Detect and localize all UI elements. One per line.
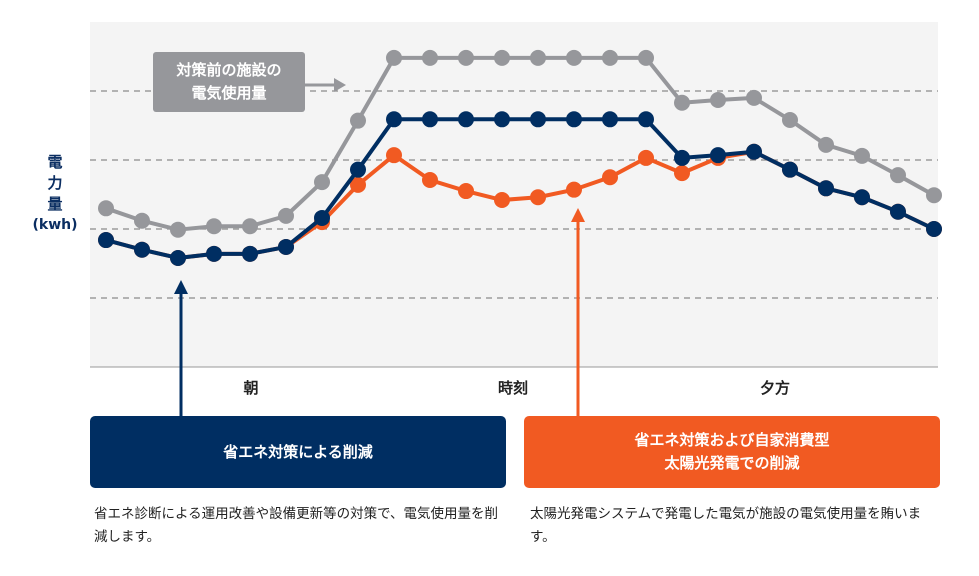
series-before-point	[746, 89, 762, 106]
series-energy-saving-point	[350, 161, 366, 178]
series-energy-saving-point	[566, 111, 582, 128]
series-before-point	[566, 49, 582, 66]
series-before-point	[242, 218, 258, 235]
solar-title-line: 省エネ対策および自家消費型	[634, 431, 830, 449]
series-energy-saving-point	[458, 111, 474, 128]
series-before-point	[710, 91, 726, 108]
series-before-point	[314, 174, 330, 191]
solar-box: 省エネ対策および自家消費型 太陽光発電での削減	[524, 416, 940, 488]
series-energy-saving-point	[206, 245, 222, 262]
gridlines	[90, 90, 938, 299]
series-before-point	[494, 49, 510, 66]
callout-arrow	[305, 78, 346, 92]
series-energy-saving-point	[386, 111, 402, 128]
y-label-char: 力	[47, 174, 63, 192]
y-axis-label: 電 力 量 (kwh)	[30, 152, 80, 236]
series-before-point	[890, 167, 906, 184]
series-before-point	[674, 94, 690, 111]
series-solar-point	[386, 147, 402, 164]
orange-up-arrow	[571, 208, 585, 416]
callout-line: 対策前の施設の	[176, 61, 282, 79]
series-energy-saving-point	[134, 241, 150, 258]
series-before-point	[134, 212, 150, 229]
series-solar-point	[458, 183, 474, 200]
series-before-point	[530, 49, 546, 66]
series-before-point	[602, 49, 618, 66]
solar-description: 太陽光発電システムで発電した電気が施設の電気使用量を賄います。	[530, 506, 922, 545]
series-before-point	[206, 218, 222, 235]
series-solar-point	[422, 172, 438, 189]
series-energy-saving-point	[890, 203, 906, 220]
energy-saving-title: 省エネ対策による削減	[223, 442, 373, 461]
series-solar-point	[602, 169, 618, 186]
series-energy-saving-point	[422, 111, 438, 128]
series-energy-saving-point	[242, 245, 258, 262]
series-solar-point	[350, 176, 366, 193]
series-energy-saving-point	[782, 161, 798, 178]
series-group	[98, 49, 942, 266]
navy-up-arrow	[174, 280, 188, 416]
callout-line: 電気使用量	[191, 84, 267, 102]
energy-saving-description: 省エネ診断による運用改善や設備更新等の対策で、電気使用量を削減します。	[94, 506, 499, 545]
series-solar-point	[638, 149, 654, 166]
y-label-char: 量	[47, 195, 63, 213]
series-before-point	[422, 49, 438, 66]
series-before-point	[926, 187, 942, 204]
series-before-point	[350, 112, 366, 129]
series-before-point	[170, 221, 186, 238]
series-before-point	[818, 136, 834, 153]
series-energy-saving-point	[98, 232, 114, 249]
x-category-time: 時刻	[497, 379, 529, 397]
series-energy-saving-point	[170, 249, 186, 266]
series-before-point	[386, 49, 402, 66]
series-before	[98, 49, 942, 238]
series-energy-saving-point	[494, 111, 510, 128]
series-energy-saving-point	[710, 147, 726, 164]
series-before-point	[278, 207, 294, 224]
x-category-morning: 朝	[243, 379, 259, 397]
series-energy-saving-point	[530, 111, 546, 128]
series-solar-point	[674, 165, 690, 182]
series-energy-saving-point	[926, 221, 942, 237]
series-energy-saving-point	[638, 111, 654, 128]
series-solar-point	[566, 181, 582, 198]
series-solar-point	[494, 192, 510, 209]
series-before-point	[98, 200, 114, 217]
y-label-char: 電	[47, 153, 63, 171]
series-before-point	[638, 49, 654, 66]
series-energy-saving	[98, 111, 942, 266]
series-before-point	[854, 147, 870, 164]
solar-title-line: 太陽光発電での削減	[664, 454, 800, 472]
series-before-point	[782, 111, 798, 128]
series-energy-saving-point	[746, 143, 762, 160]
series-energy-saving-point	[674, 149, 690, 166]
x-category-evening: 夕方	[759, 379, 791, 397]
series-solar-point	[530, 189, 546, 206]
series-before-point	[458, 49, 474, 66]
series-energy-saving-point	[818, 180, 834, 197]
y-label-unit: (kwh)	[32, 217, 78, 233]
energy-saving-box: 省エネ対策による削減	[90, 416, 506, 488]
series-energy-saving-point	[602, 111, 618, 128]
series-energy-saving-point	[854, 189, 870, 206]
series-energy-saving-point	[278, 238, 294, 255]
before-usage-callout: 対策前の施設の 電気使用量	[153, 52, 305, 112]
series-energy-saving-point	[314, 209, 330, 226]
